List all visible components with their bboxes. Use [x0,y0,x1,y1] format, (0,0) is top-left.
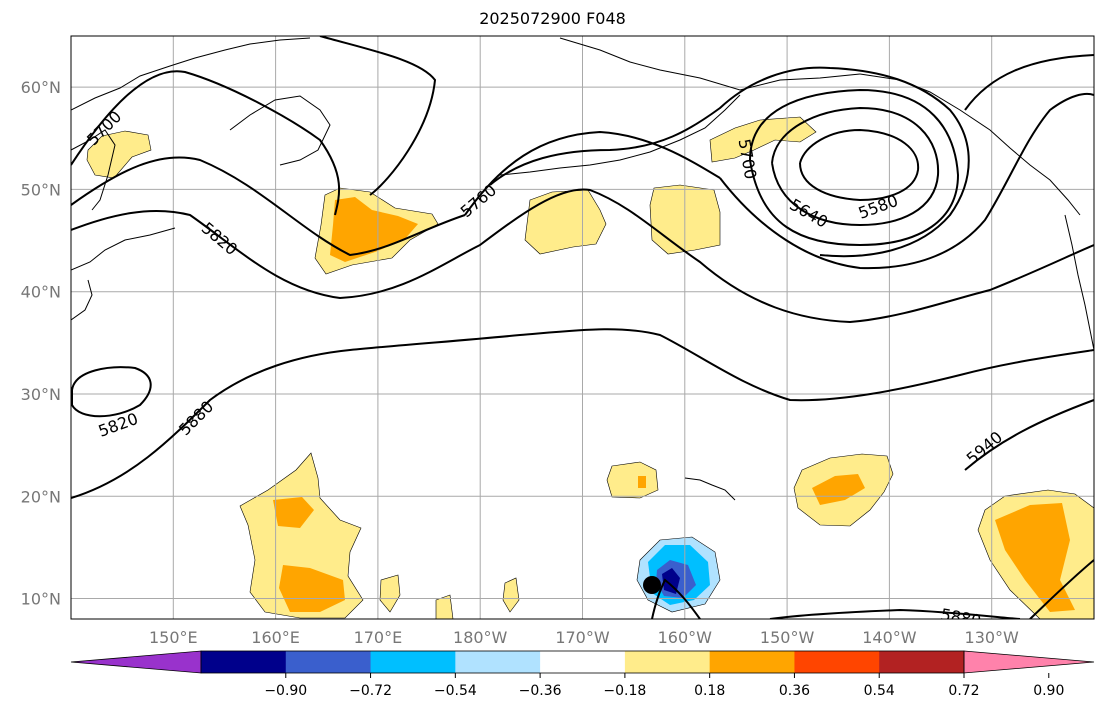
latitude-tick-label: 10°N [21,590,61,609]
coastline-japan [71,227,176,271]
anomaly-area-far-east-core [995,503,1075,612]
colorbar-segment [370,651,456,673]
colorbar-tick-label: 0.54 [864,683,895,699]
latitude-tick-label: 30°N [21,385,61,404]
map-area: 5700 5820 5760 5700 5640 5580 5820 5880 … [71,36,1094,619]
colorbar-segment [624,651,711,673]
coastline-alaska-north [559,37,861,91]
contour-5760-arc [464,130,721,216]
contour-5580-low [799,128,920,202]
contour-typhoon [651,578,701,619]
contour-5880-main [71,328,1094,499]
contour-5880-south-east-2 [1029,559,1094,619]
coastline-japan-south [71,279,93,321]
coastline-okhotsk [229,95,331,166]
anomaly-area-east-pacific-core [812,474,865,505]
anomaly-area-hawaii-core [638,476,646,488]
contour-5820-west [71,188,1094,324]
longitude-tick-label: 160°W [658,628,713,647]
colorbar-segment [879,651,965,673]
anomaly-area-west-pacific-core [330,197,418,262]
contour-5820-upper [964,54,1094,111]
anomaly-area-hawaii-north [606,461,659,499]
latitude-tick-label: 60°N [21,78,61,97]
latitude-tick-label: 50°N [21,180,61,199]
contour-5880-south-east [769,608,1021,619]
colorbar-extend-max [963,650,1095,674]
colorbar-tick-label: 0.90 [1033,683,1064,699]
gridlines [71,36,1094,619]
shaded-anomaly-fields [86,116,1094,619]
colorbar-tick-label: 0.36 [779,683,810,699]
coastline-asia-east [71,37,311,111]
colorbar-tick-label: 0.18 [694,683,725,699]
height-contours [71,36,1094,619]
colorbar-tick-label: −0.72 [349,683,392,699]
colorbar-extend-min [70,650,202,674]
contour-5820-closed [71,366,152,418]
latitude-tick-label: 40°N [21,283,61,302]
contour-5700-aleutian [489,66,970,258]
anomaly-area-small-1 [379,574,401,613]
map-title: 2025072900 F048 [479,9,626,28]
colorbar-segment [709,651,795,673]
colorbar-tick-labels: −0.90 −0.72 −0.54 −0.36 −0.18 0.18 0.36 0.54 0.7… [264,673,1064,699]
longitude-tick-label: 170°E [354,628,403,647]
contour-5700-alaska [319,36,437,196]
contour-5700-west [71,70,341,216]
anomaly-area-small-2 [502,577,520,613]
longitude-tick-label: 150°E [149,628,198,647]
colorbar-tick-label: 0.72 [948,683,979,699]
anomaly-area-west-tropical-core [273,497,314,528]
anomaly-area-west-tropical-core2 [279,565,345,612]
storm-center-marker [643,576,661,594]
colorbar-frame [200,650,965,674]
latitude-tick-labels: 60°N 50°N 40°N 30°N 20°N 10°N [21,78,61,608]
longitude-tick-labels: 150°E 160°E 170°E 180°W 170°W 160°W 150°W 140°W… [149,628,1019,647]
anomaly-area-small-3 [435,594,454,619]
anomaly-area-central-north [524,189,607,255]
longitude-tick-label: 180°W [453,628,508,647]
map-frame [70,35,1095,620]
colorbar-segment [540,651,626,673]
contour-5760-west [71,156,466,257]
colorbar-tick-label: −0.18 [603,683,646,699]
longitude-tick-label: 140°W [862,628,917,647]
coastline-alaska-peninsula [499,94,741,176]
contour-5940-east [964,399,1094,471]
coastline-north-america-west [1064,214,1094,351]
colorbar-tick-label: −0.36 [519,683,562,699]
contour-5640-low [771,106,940,227]
colorbar-tick-label: −0.90 [264,683,307,699]
colorbar [70,650,1095,674]
colorbar-tick-label: −0.54 [434,683,477,699]
longitude-tick-label: 150°W [760,628,815,647]
contour-5700-ring [749,88,960,247]
coastline-hawaii [684,477,736,501]
longitude-tick-label: 130°W [965,628,1020,647]
anomaly-area-aleutian [709,116,817,163]
longitude-tick-label: 170°W [555,628,610,647]
colorbar-segment [455,651,541,673]
colorbar-segment [794,651,880,673]
anomaly-area-negative-core [662,568,680,594]
coastline-kamchatka [71,129,116,211]
latitude-tick-label: 20°N [21,487,61,506]
anomaly-area-kamchatka [86,130,152,179]
longitude-tick-label: 160°E [251,628,300,647]
contour-5760-outer [719,92,1094,270]
colorbar-segment [285,651,372,673]
colorbar-segment [201,651,287,673]
